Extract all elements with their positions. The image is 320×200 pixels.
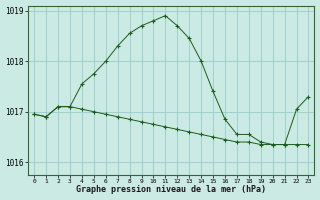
X-axis label: Graphe pression niveau de la mer (hPa): Graphe pression niveau de la mer (hPa) <box>76 185 266 194</box>
